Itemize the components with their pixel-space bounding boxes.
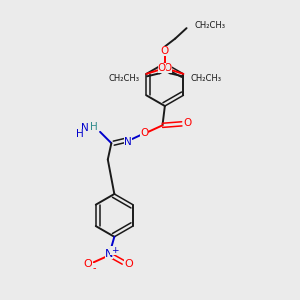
Text: N: N xyxy=(105,249,113,259)
Text: CH₂CH₃: CH₂CH₃ xyxy=(195,21,226,30)
Text: O: O xyxy=(161,46,169,56)
Text: O: O xyxy=(183,118,191,128)
Text: H: H xyxy=(90,122,98,131)
Text: N: N xyxy=(124,137,132,147)
Text: O: O xyxy=(158,63,166,73)
Text: H: H xyxy=(76,129,84,139)
Text: CH₂CH₃: CH₂CH₃ xyxy=(109,74,140,83)
Text: O: O xyxy=(124,259,133,269)
Text: CH₂CH₃: CH₂CH₃ xyxy=(190,74,221,83)
Text: N: N xyxy=(81,123,88,133)
Text: +: + xyxy=(111,246,118,255)
Text: -: - xyxy=(92,263,96,273)
Text: O: O xyxy=(164,63,172,73)
Text: O: O xyxy=(140,128,148,138)
Text: O: O xyxy=(84,259,93,269)
